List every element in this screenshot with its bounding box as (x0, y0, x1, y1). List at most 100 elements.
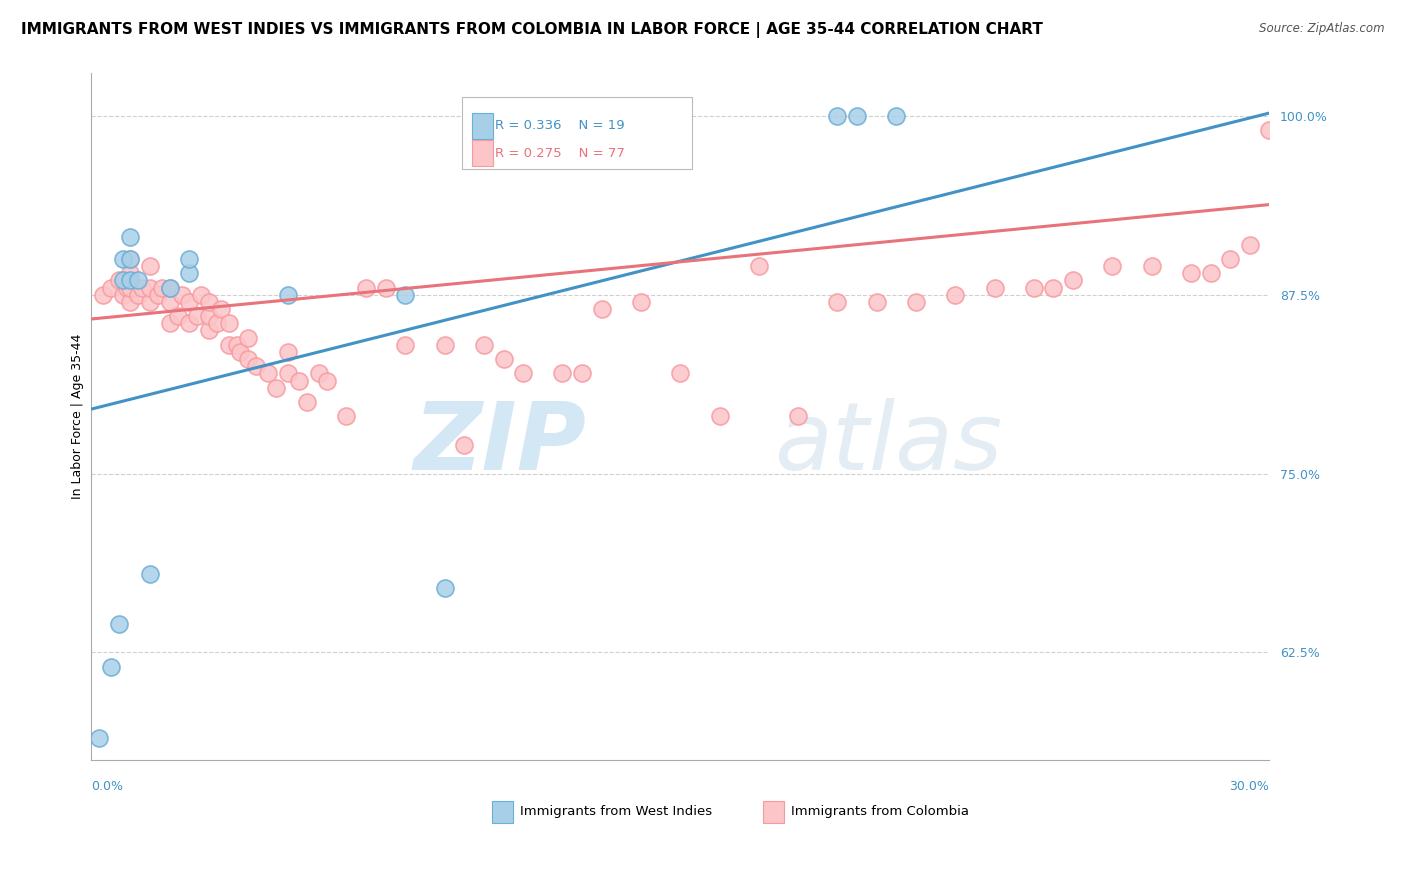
Point (127, 287, 149, 301)
Text: Source: ZipAtlas.com: Source: ZipAtlas.com (1260, 22, 1385, 36)
FancyBboxPatch shape (763, 801, 785, 823)
Point (159, 280, 181, 294)
Point (159, 294, 181, 309)
Point (107, 273, 129, 287)
Point (139, 259, 162, 273)
Point (1101, 259, 1123, 273)
Point (205, 316, 228, 330)
Point (591, 301, 613, 316)
Point (139, 566, 162, 581)
Text: IMMIGRANTS FROM WEST INDIES VS IMMIGRANTS FROM COLOMBIA IN LABOR FORCE | AGE 35-: IMMIGRANTS FROM WEST INDIES VS IMMIGRANT… (21, 22, 1043, 38)
FancyBboxPatch shape (492, 801, 513, 823)
Point (983, 280, 1005, 294)
Point (827, 109, 849, 123)
Point (295, 395, 318, 409)
Point (120, 266, 142, 280)
Point (472, 338, 495, 352)
Point (91, 287, 114, 301)
Point (100, 280, 122, 294)
Point (748, 259, 770, 273)
Point (277, 345, 299, 359)
Point (335, 409, 357, 424)
Point (115, 280, 138, 294)
Point (87, 731, 110, 746)
Point (288, 374, 311, 388)
Text: 30.0%: 30.0% (1230, 780, 1270, 793)
Point (120, 280, 142, 294)
Point (139, 294, 162, 309)
Text: Immigrants from Colombia: Immigrants from Colombia (792, 805, 969, 818)
Point (257, 367, 280, 381)
Point (190, 287, 212, 301)
Point (315, 374, 337, 388)
Point (1180, 266, 1202, 280)
Point (374, 280, 396, 294)
Point (1258, 123, 1281, 137)
Point (245, 359, 267, 374)
Point (943, 287, 966, 301)
Point (1140, 259, 1163, 273)
Point (225, 338, 247, 352)
Point (179, 252, 201, 266)
Point (218, 316, 240, 330)
Point (120, 230, 142, 244)
Point (159, 316, 181, 330)
Point (198, 309, 221, 323)
Point (238, 330, 260, 344)
Point (846, 109, 869, 123)
Point (229, 345, 252, 359)
Point (111, 252, 134, 266)
Point (1022, 280, 1045, 294)
Y-axis label: In Labor Force | Age 35-44: In Labor Force | Age 35-44 (72, 334, 84, 499)
Point (139, 280, 162, 294)
Point (1062, 273, 1084, 287)
Point (354, 280, 377, 294)
Point (120, 273, 142, 287)
Point (198, 294, 221, 309)
Point (1239, 237, 1261, 252)
Point (127, 273, 149, 287)
Text: Immigrants from West Indies: Immigrants from West Indies (520, 805, 713, 818)
Point (453, 438, 475, 452)
Point (787, 409, 810, 424)
Point (394, 338, 416, 352)
Point (1219, 252, 1241, 266)
Text: 0.0%: 0.0% (91, 780, 124, 793)
FancyBboxPatch shape (463, 97, 692, 169)
Point (492, 352, 515, 367)
Point (120, 252, 142, 266)
Point (1042, 280, 1064, 294)
Point (179, 294, 201, 309)
Point (433, 338, 456, 352)
Point (107, 616, 129, 631)
Point (238, 352, 260, 367)
Point (120, 294, 142, 309)
Point (884, 109, 907, 123)
Point (166, 309, 188, 323)
Text: R = 0.336    N = 19: R = 0.336 N = 19 (495, 120, 624, 132)
Text: atlas: atlas (775, 398, 1002, 489)
Point (111, 273, 134, 287)
Point (131, 280, 153, 294)
FancyBboxPatch shape (472, 112, 494, 139)
Point (904, 294, 927, 309)
Point (433, 581, 456, 595)
Point (146, 287, 169, 301)
Point (264, 381, 287, 395)
Point (179, 316, 201, 330)
Point (150, 280, 173, 294)
Text: R = 0.275    N = 77: R = 0.275 N = 77 (495, 147, 626, 160)
Point (100, 659, 122, 673)
Point (827, 294, 849, 309)
Point (669, 367, 692, 381)
Point (277, 287, 299, 301)
Point (630, 294, 652, 309)
Point (198, 323, 221, 337)
Point (111, 287, 134, 301)
Point (120, 252, 142, 266)
Point (179, 266, 201, 280)
Point (709, 409, 731, 424)
Point (186, 309, 208, 323)
Point (159, 280, 181, 294)
Point (551, 367, 574, 381)
